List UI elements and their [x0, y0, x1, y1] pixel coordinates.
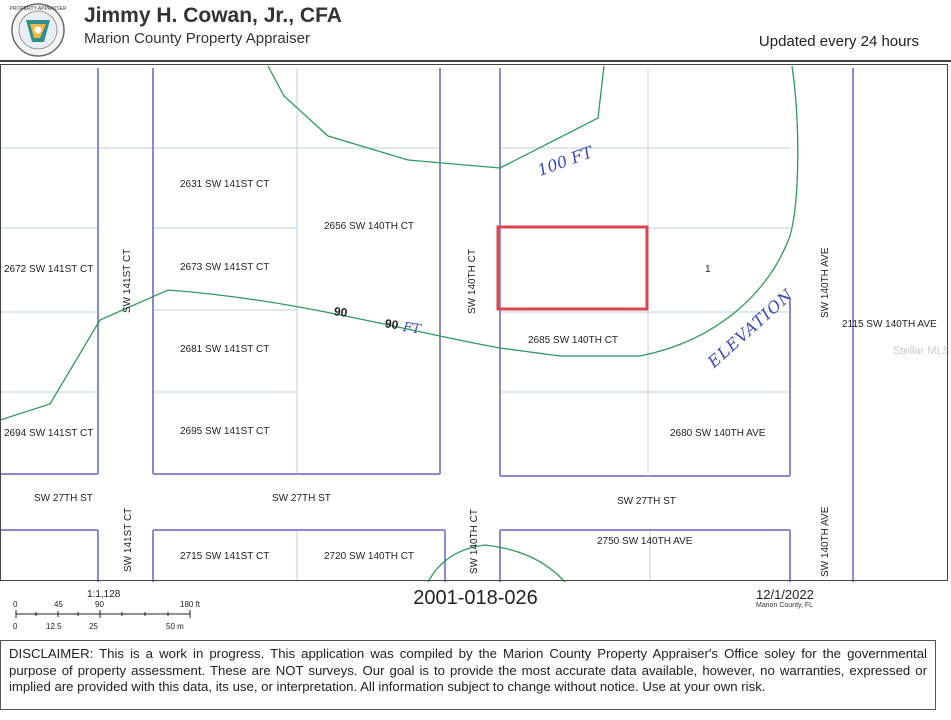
street-label-sw-140th-ave-lower: SW 140TH AVE [820, 506, 831, 577]
address-2750: 2750 SW 140TH AVE [597, 536, 693, 547]
scale-ft-180: 180 ft [180, 600, 201, 609]
appraiser-name: Jimmy H. Cowan, Jr., CFA [84, 4, 342, 27]
street-label-sw-140th-ave-upper: SW 140TH AVE [820, 247, 831, 318]
address-2694: 2694 SW 141ST CT [4, 428, 93, 439]
address-2715: 2715 SW 141ST CT [180, 551, 269, 562]
scale-m-25: 25 [89, 622, 98, 631]
street-label-sw-140th-ct-upper: SW 140TH CT [467, 249, 478, 314]
street-label-sw-27th-st-mid: SW 27TH ST [272, 493, 331, 504]
street-label-sw-140th-ct-lower: SW 140TH CT [469, 509, 480, 574]
parcel-boundaries [0, 68, 854, 582]
street-label-sw-27th-st-left: SW 27TH ST [34, 493, 93, 504]
county-seal-logo: PROPERTY APPRAISER [9, 3, 67, 57]
scale-m-12-5: 12.5 [46, 622, 62, 631]
parcel-map[interactable]: 90 90 100 FT FT ELEVATION SW 141ST CT SW… [0, 64, 951, 582]
lot-number: 1 [705, 264, 711, 275]
scale-ft-90: 90 [95, 600, 104, 609]
scale-m-50: 50 m [166, 622, 184, 631]
scale-ft-0: 0 [13, 600, 18, 609]
street-label-sw-27th-st-right: SW 27TH ST [617, 496, 676, 507]
header-divider [0, 60, 951, 62]
street-label-sw-141st-ct-lower: SW 141ST CT [123, 508, 134, 572]
scale-m-0: 0 [13, 622, 18, 631]
disclaimer-text: DISCLAIMER: This is a work in progress. … [9, 646, 927, 694]
address-2680: 2680 SW 140TH AVE [670, 428, 766, 439]
address-2672: 2672 SW 141ST CT [4, 264, 93, 275]
county-label: Marion County, FL [756, 602, 814, 609]
scale-ratio: 1:1,128 [87, 589, 121, 600]
parcel-id: 2001-018-026 [413, 587, 538, 609]
scale-ft-45: 45 [54, 600, 63, 609]
scale-bar: 1:1,128 0 45 90 180 ft 0 12.5 25 50 m [13, 589, 201, 631]
office-name: Marion County Property Appraiser [84, 30, 310, 47]
handwritten-ft: FT [401, 320, 423, 338]
street-label-sw-141st-ct-upper: SW 141ST CT [122, 249, 133, 313]
address-2673: 2673 SW 141ST CT [180, 262, 269, 273]
address-2720: 2720 SW 140TH CT [324, 551, 414, 562]
svg-text:PROPERTY APPRAISER: PROPERTY APPRAISER [9, 6, 66, 12]
address-2631: 2631 SW 141ST CT [180, 179, 269, 190]
disclaimer-box: DISCLAIMER: This is a work in progress. … [0, 640, 936, 710]
address-2685: 2685 SW 140TH CT [528, 335, 618, 346]
watermark: Stellar MLS [893, 345, 950, 357]
address-2695: 2695 SW 141ST CT [180, 426, 269, 437]
update-frequency: Updated every 24 hours [758, 33, 919, 50]
address-2115: 2115 SW 140TH AVE [842, 319, 937, 330]
address-2656: 2656 SW 140TH CT [324, 221, 414, 232]
contour-label-90-left: 90 [333, 304, 348, 320]
contour-label-90-right: 90 [384, 316, 399, 332]
subject-parcel[interactable] [496, 225, 649, 311]
elevation-contours [0, 65, 799, 582]
address-2681: 2681 SW 141ST CT [180, 344, 269, 355]
header: PROPERTY APPRAISER Jimmy H. Cowan, Jr., … [0, 0, 951, 62]
map-date: 12/1/2022 [756, 587, 814, 602]
